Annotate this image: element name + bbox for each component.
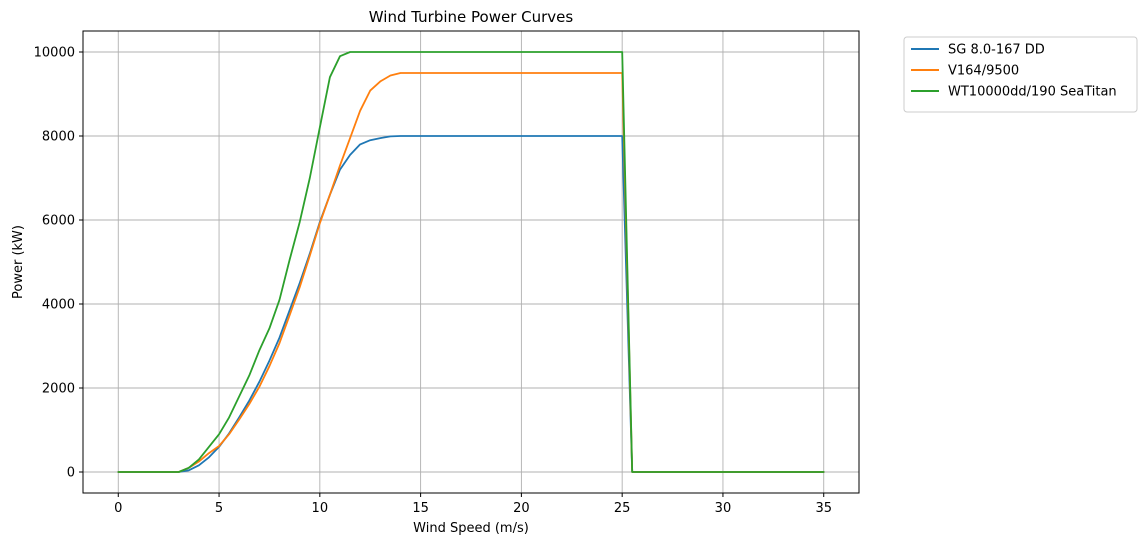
y-tick-label: 4000: [42, 298, 75, 313]
y-tick-label: 2000: [42, 382, 75, 397]
x-tick-label: 20: [513, 501, 530, 516]
series-lines: [117, 51, 825, 473]
plot-frame: [82, 30, 860, 494]
legend-label: WT10000dd/190 SeaTitan: [948, 85, 1117, 100]
legend: SG 8.0-167 DD V164/9500 WT10000dd/190 SeaT…: [903, 36, 1138, 113]
y-tick-label: 6000: [42, 214, 75, 229]
y-tick-label: 8000: [42, 130, 75, 145]
legend-label: V164/9500: [948, 64, 1019, 79]
x-tick-label: 0: [114, 501, 122, 516]
x-tick-label: 35: [815, 501, 832, 516]
x-tick-label: 10: [312, 501, 329, 516]
x-tick-label: 25: [614, 501, 631, 516]
series-line-1: [117, 135, 825, 473]
legend-box: [903, 36, 1138, 113]
y-tick-label: 10000: [34, 46, 75, 61]
grid: [83, 31, 859, 493]
axis-ticks: 0 5 10 15 20 25 30 35 0 2000 4000 6000 8000 10000: [34, 46, 832, 517]
series-line-2: [117, 72, 825, 473]
series-line-3: [117, 51, 825, 473]
x-axis-label: Wind Speed (m/s): [413, 521, 529, 536]
x-tick-label: 15: [412, 501, 429, 516]
y-axis-label: Power (kW): [11, 225, 26, 299]
legend-label: SG 8.0-167 DD: [948, 43, 1045, 58]
x-tick-label: 30: [715, 501, 732, 516]
x-tick-label: 5: [215, 501, 223, 516]
y-tick-label: 0: [67, 466, 75, 481]
chart-title: Wind Turbine Power Curves: [369, 8, 574, 26]
